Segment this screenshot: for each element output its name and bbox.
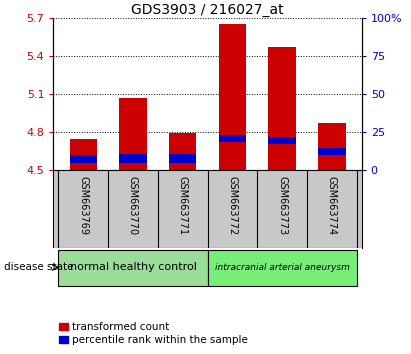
- Text: GSM663772: GSM663772: [227, 176, 238, 235]
- Text: GSM663769: GSM663769: [78, 176, 88, 235]
- Legend: transformed count, percentile rank within the sample: transformed count, percentile rank withi…: [59, 322, 248, 345]
- Bar: [169, 154, 196, 163]
- Bar: [119, 154, 147, 162]
- Text: normal healthy control: normal healthy control: [69, 262, 196, 272]
- Bar: [268, 137, 296, 144]
- Bar: [318, 148, 346, 155]
- Text: GSM663774: GSM663774: [327, 176, 337, 235]
- Text: GSM663773: GSM663773: [277, 176, 287, 235]
- Text: disease state: disease state: [4, 262, 74, 272]
- Bar: [119, 98, 147, 170]
- Bar: [318, 123, 346, 170]
- Bar: [69, 139, 97, 170]
- Title: GDS3903 / 216027_at: GDS3903 / 216027_at: [131, 3, 284, 17]
- Bar: [208, 250, 357, 286]
- Bar: [219, 24, 246, 170]
- Text: GSM663771: GSM663771: [178, 176, 188, 235]
- Bar: [69, 155, 97, 163]
- Text: intracranial arterial aneurysm: intracranial arterial aneurysm: [215, 263, 350, 272]
- Bar: [58, 250, 208, 286]
- Bar: [169, 133, 196, 170]
- Text: GSM663770: GSM663770: [128, 176, 138, 235]
- Bar: [268, 47, 296, 170]
- Bar: [219, 135, 246, 142]
